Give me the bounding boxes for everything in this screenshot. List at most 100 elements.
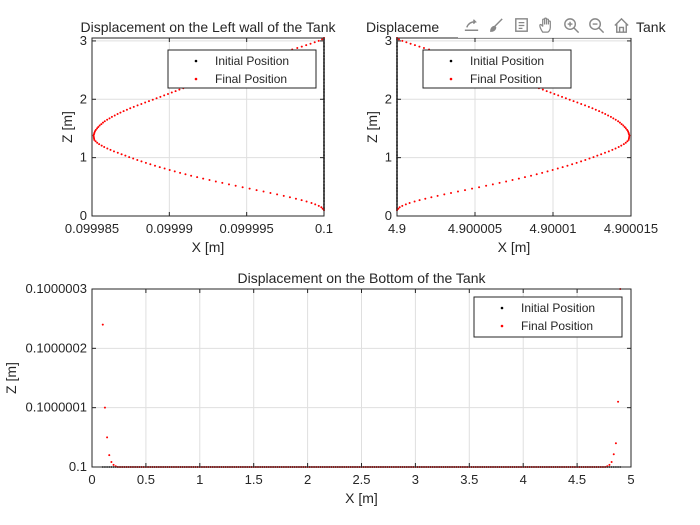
x-tick-label: 4.90001 [530,221,577,236]
final-position-point [541,88,544,91]
final-position-point [571,163,574,166]
final-position-point [436,194,439,197]
final-position-point [98,124,101,127]
datatip-icon[interactable] [510,12,533,38]
brush-icon[interactable] [485,12,508,38]
home-icon[interactable] [610,12,633,38]
legend-marker [194,59,198,63]
x-tick-label: 4.900005 [448,221,502,236]
final-position-point [149,163,152,166]
y-tick-label: 0 [385,208,392,223]
y-tick-label: 0.1000001 [26,400,87,415]
final-position-point [535,173,538,176]
final-position-point [120,153,123,156]
final-position-point [155,97,158,100]
final-position-point [196,176,199,179]
final-position-point [147,100,150,103]
x-tick-label: 4.5 [568,472,586,487]
zoom-out-icon[interactable] [585,12,608,38]
final-position-point [624,127,627,130]
final-position-point [418,199,421,202]
final-position-point [106,147,109,150]
final-position-point [159,95,162,98]
export-icon[interactable] [460,12,483,38]
final-position-point [600,153,603,156]
x-tick-label: 0.5 [137,472,155,487]
final-position-point [227,183,230,186]
final-position-point [401,39,404,42]
pan-icon[interactable] [535,12,558,38]
x-tick-label: 5 [627,472,634,487]
final-position-point [561,166,564,169]
final-position-point [530,174,533,177]
final-position-point [566,164,569,167]
chart-title: Displaceme [366,19,439,35]
final-position-point [575,161,578,164]
final-position-point [132,105,135,108]
final-position-point [248,187,251,190]
final-position-point [614,118,617,121]
chart-title: Displacement on the Left wall of the Tan… [80,19,336,35]
final-position-point [551,168,554,171]
final-position-point [174,90,177,93]
final-position-point [96,127,99,130]
legend-label: Initial Position [521,301,595,315]
left-wall-axes: 0.099985 0.09999 0.099995 0.1 0 1 2 3 X [m] Z [m]… [59,19,336,255]
bottom-axes: 0 0.5 1 1.5 2 2.5 3 3.5 4 4.5 5 0.1 0.1000001 0.10000… [3,270,635,506]
final-position-point [294,197,297,200]
final-position-point [418,45,421,48]
final-position-point [106,436,109,439]
final-position-point [580,160,583,163]
final-position-point [608,463,611,466]
final-position-point [471,187,474,190]
final-position-point [626,128,629,131]
final-position-point [300,199,303,202]
final-position-point [511,179,514,182]
final-position-point [110,115,113,118]
final-position-point [556,167,559,170]
x-tick-label: 1.5 [245,472,263,487]
final-position-point [269,191,272,194]
final-position-point [112,150,115,153]
final-position-point [557,94,560,97]
final-position-point [262,190,265,193]
final-position-point [122,110,125,113]
x-axis-label: X [m] [498,239,531,255]
legend-marker [449,59,453,63]
final-position-point [125,108,128,111]
final-position-point [317,204,320,207]
final-position-point [553,92,556,95]
final-position-point [136,104,139,107]
y-tick-label: 1 [80,150,87,165]
final-position-point [430,196,433,199]
final-position-point [97,125,100,128]
final-position-point [109,148,112,151]
x-tick-label: 2.5 [352,472,370,487]
final-position-point [101,323,104,326]
legend: Initial Position Final Position [473,296,623,338]
axes-box [91,37,325,217]
final-position-point [106,118,109,121]
final-position-point [158,166,161,169]
y-tick-label: 0.1000002 [26,340,87,355]
final-position-point [103,146,106,149]
final-position-point [622,124,625,127]
final-position-point [310,201,313,204]
y-tick-label: 0 [80,208,87,223]
x-axis-label: X [m] [192,239,225,255]
final-position-point [408,201,411,204]
final-position-point [498,181,501,184]
y-tick-label: 1 [385,150,392,165]
final-position-point [296,47,299,50]
final-position-point [450,191,453,194]
final-position-point [564,97,567,100]
final-position-point [276,193,279,196]
zoom-in-icon[interactable] [560,12,583,38]
final-position-point [443,193,446,196]
legend-marker [194,77,198,81]
final-position-point [221,181,224,184]
final-position-point [178,88,181,91]
legend-label: Initial Position [470,54,544,68]
y-tick-label: 0.1000003 [26,281,87,296]
x-tick-label: 2 [304,472,311,487]
